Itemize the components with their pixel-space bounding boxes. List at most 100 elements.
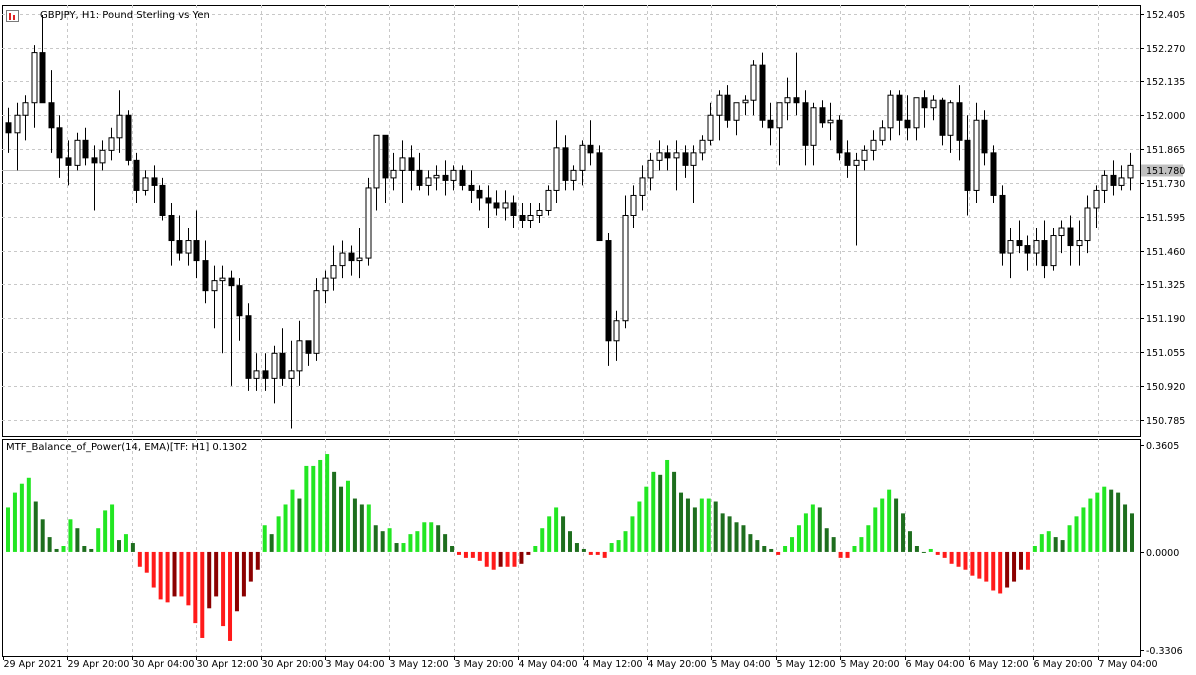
bop-bar (283, 504, 288, 552)
bop-bar (304, 465, 309, 552)
bull-candle (1101, 174, 1108, 191)
bear-candle (767, 119, 774, 129)
price-axis-label: 151.595 (1146, 213, 1185, 224)
bull-candle (622, 214, 629, 322)
bop-bar (880, 498, 885, 552)
bear-candle (596, 152, 603, 242)
bop-bar (713, 501, 718, 552)
bop-bar (734, 522, 739, 552)
bull-candle (853, 159, 860, 166)
current-price-label: 151.780 (1146, 166, 1185, 177)
bull-candle (99, 149, 106, 164)
bull-candle (750, 64, 757, 101)
bop-bar (644, 486, 649, 552)
bear-candle (151, 177, 158, 186)
bop-bar (505, 551, 510, 567)
bop-bar (1123, 504, 1128, 552)
bull-candle (776, 102, 783, 129)
bull-candle (570, 169, 577, 181)
bear-candle (236, 285, 243, 317)
bop-bar (1018, 551, 1023, 570)
bop-bar (82, 546, 87, 552)
bear-candle (5, 122, 12, 134)
bull-candle (784, 97, 791, 104)
bop-bar (6, 507, 10, 552)
bear-candle (939, 99, 946, 136)
time-axis-label: 6 May 12:00 (970, 659, 1029, 670)
bop-bar (33, 501, 38, 552)
bop-bar (1032, 546, 1037, 552)
bop-bar (949, 551, 954, 564)
bop-bar (352, 498, 357, 552)
bull-candle (288, 370, 295, 379)
bear-candle (1041, 240, 1048, 267)
bull-candle (425, 177, 432, 186)
bop-bar (907, 531, 912, 552)
bear-candle (442, 174, 449, 181)
bop-bar (977, 551, 982, 579)
bear-candle (510, 202, 517, 216)
chart-bars-icon[interactable] (6, 10, 34, 22)
bear-candle (485, 197, 492, 204)
bull-candle (271, 352, 278, 379)
bull-candle (647, 159, 654, 179)
bop-bar (1025, 551, 1030, 570)
bop-bar (1130, 513, 1134, 552)
bop-bar (117, 540, 122, 552)
price-axis-label: 151.730 (1146, 179, 1185, 190)
bear-candle (1016, 240, 1023, 247)
price-axis-label: 151.055 (1146, 348, 1185, 359)
bop-bar (269, 534, 274, 552)
bop-bar (456, 551, 461, 555)
bop-bar (963, 551, 968, 570)
bop-bar (831, 537, 836, 552)
bop-bar (387, 528, 392, 552)
bull-candle (579, 144, 586, 171)
bear-candle (562, 147, 569, 181)
bop-bar (1053, 537, 1058, 552)
bull-candle (108, 137, 115, 151)
bull-candle (913, 97, 920, 129)
bop-bar (103, 510, 108, 552)
bear-candle (133, 159, 140, 191)
bull-candle (433, 174, 440, 179)
bear-candle (459, 169, 466, 186)
chart-title: GBPJPY, H1: Pound Sterling vs Yen (40, 10, 210, 21)
bop-bar (123, 534, 128, 552)
bop-bar (873, 507, 878, 552)
time-axis-label: 30 Apr 04:00 (133, 659, 195, 670)
bop-bar (429, 522, 434, 552)
indicator-title: MTF_Balance_of_Power(14, EMA)[TF: H1] 0.… (6, 442, 248, 453)
bop-bar (12, 492, 17, 552)
bop-bar (450, 546, 455, 552)
indicator-axis-label: 0.0000 (1146, 548, 1179, 559)
bear-candle (587, 144, 594, 154)
time-axis-label: 6 May 20:00 (1034, 659, 1093, 670)
bop-bar (602, 551, 607, 558)
bear-candle (48, 102, 55, 129)
bull-candle (502, 202, 509, 209)
bop-bar (1067, 525, 1072, 552)
bear-candle (956, 102, 963, 141)
bull-candle (1084, 207, 1091, 242)
time-axis-label: 3 May 12:00 (390, 659, 449, 670)
bop-bar (755, 540, 760, 552)
bop-bar (630, 516, 635, 552)
indicator-axis-label: -0.3306 (1146, 646, 1183, 657)
bop-bar (144, 551, 149, 573)
bear-candle (228, 277, 235, 287)
bop-bar (970, 551, 975, 576)
bear-candle (125, 114, 132, 161)
bop-bar (727, 516, 732, 552)
bop-bar (359, 504, 364, 552)
bull-candle (253, 370, 260, 379)
bop-bar (699, 498, 704, 552)
bop-bar (498, 551, 503, 567)
bop-bar (852, 546, 857, 552)
bop-bar (720, 513, 725, 552)
time-axis-label: 6 May 04:00 (906, 659, 965, 670)
bear-candle (168, 214, 175, 242)
bear-candle (904, 119, 911, 129)
